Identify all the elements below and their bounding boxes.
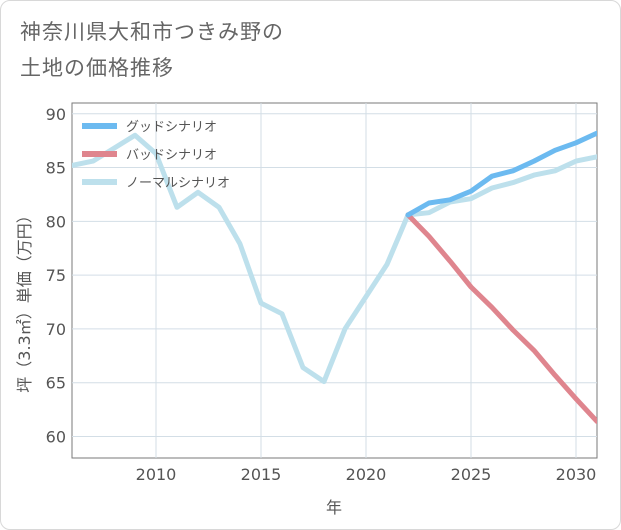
y-axis-title: 坪（3.3㎡）単価（万円） [15,207,34,392]
x-tick-label: 2010 [136,465,177,484]
series-line-0 [405,130,597,218]
y-tick-labels: 60 65 70 75 80 85 90 [46,105,66,447]
x-tick-label: 2025 [451,465,492,484]
y-tick-label: 65 [46,374,66,393]
x-axis-title: 年 [326,498,342,517]
series-lines [72,130,597,424]
y-tick-label: 90 [46,105,66,124]
legend-label-2: ノーマルシナリオ [126,176,230,191]
legend-label-1: バッドシナリオ [126,148,217,163]
title-line-1: 神奈川県大和市つきみ野の [20,20,284,44]
x-tick-label: 2030 [556,465,597,484]
title-line-2: 土地の価格推移 [20,56,174,80]
series-line-2 [72,132,597,385]
x-tick-label: 2020 [346,465,387,484]
y-tick-label: 60 [46,427,66,446]
x-tick-labels: 2010 2015 2020 2025 2030 [136,465,597,484]
y-tick-label: 75 [46,266,66,285]
y-tick-label: 85 [46,159,66,178]
y-tick-label: 80 [46,212,66,231]
legend-label-0: グッドシナリオ [126,120,217,135]
y-tick-label: 70 [46,320,66,339]
chart-title: 神奈川県大和市つきみ野の 土地の価格推移 [20,14,284,86]
series-line-1 [405,212,597,424]
x-tick-label: 2015 [241,465,282,484]
